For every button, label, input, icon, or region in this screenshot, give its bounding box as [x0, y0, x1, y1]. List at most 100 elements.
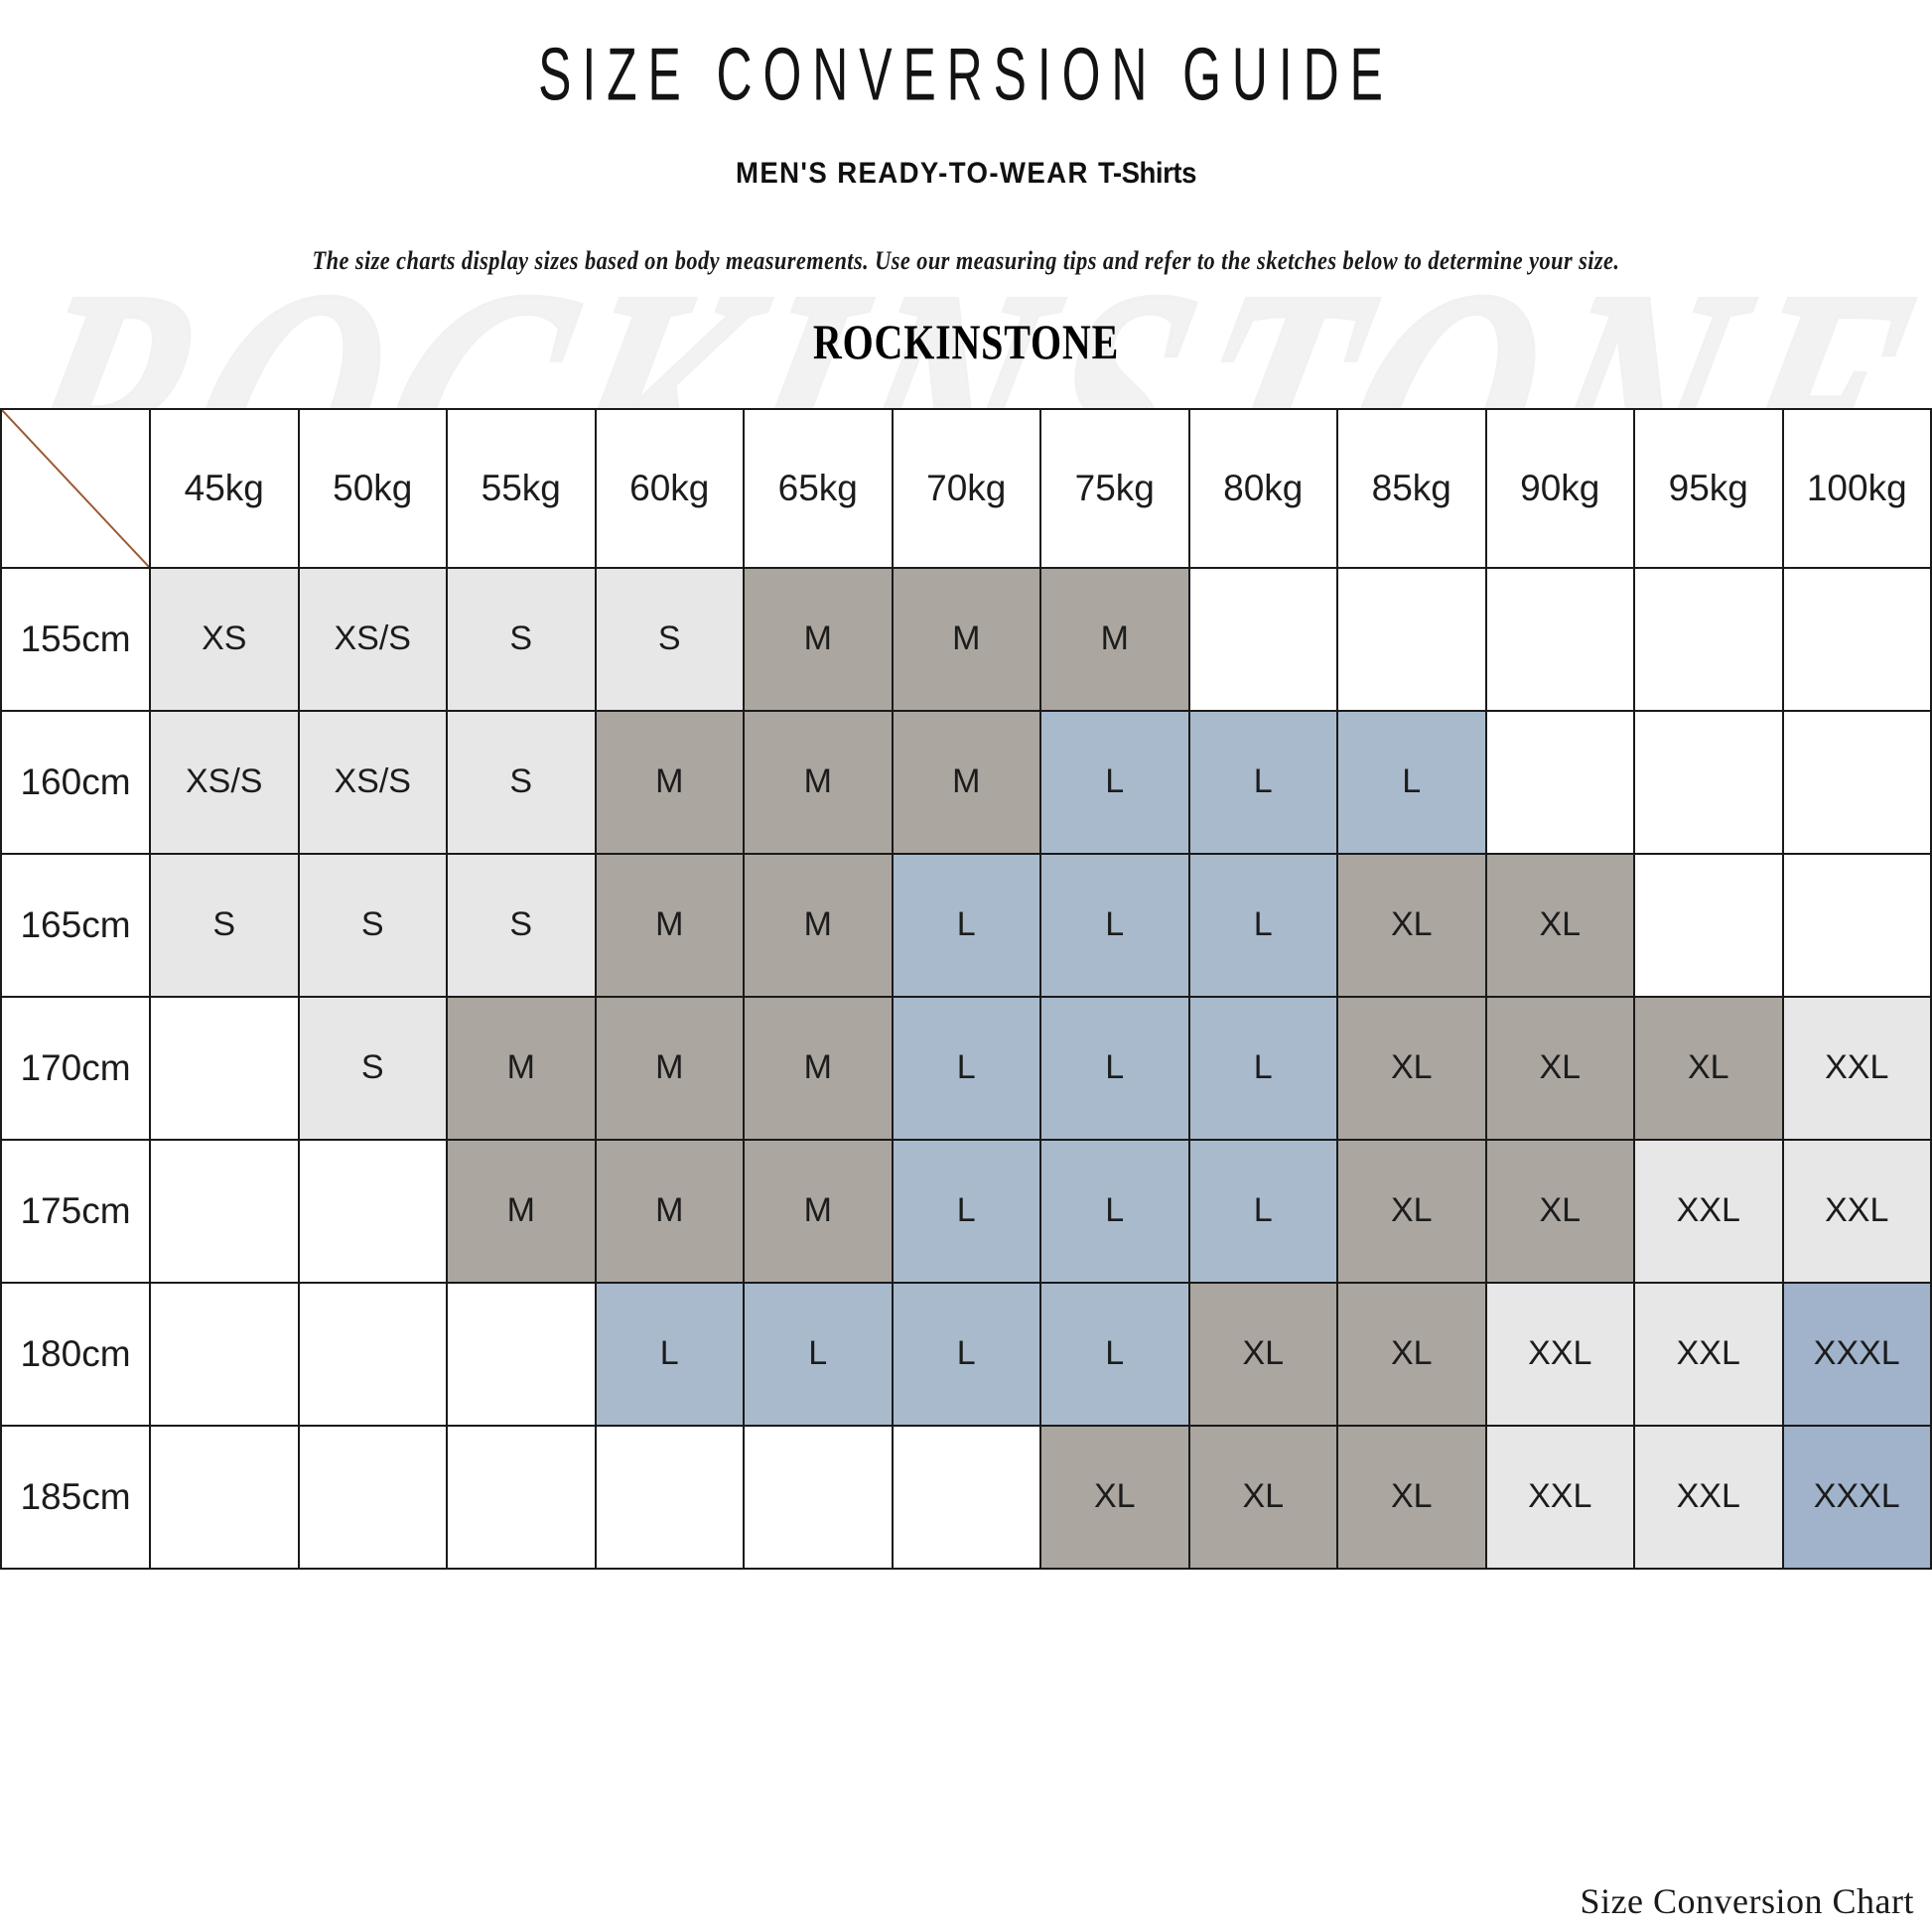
document-header: SIZE CONVERSION GUIDE MEN'S READY-TO-WEA… — [0, 20, 1932, 370]
column-header-weight: 100kg — [1781, 407, 1932, 569]
size-cell: XS/S — [297, 709, 448, 855]
brand-name: ROCKINSTONE — [812, 313, 1120, 369]
size-cell: L — [1039, 709, 1190, 855]
row-header-height: 155cm — [0, 566, 151, 712]
size-cell: XXL — [1484, 1424, 1635, 1570]
size-cell-empty — [149, 1424, 300, 1570]
size-cell-empty — [1484, 566, 1635, 712]
size-cell: XL — [1633, 995, 1784, 1141]
table-row: 165cm S S S M M L L L XL XL — [0, 852, 1932, 998]
size-cell: L — [1187, 1138, 1338, 1284]
size-cell: XL — [1484, 995, 1635, 1141]
size-cell: XS/S — [297, 566, 448, 712]
size-cell: XL — [1336, 1138, 1487, 1284]
size-table-container: 45kg 50kg 55kg 60kg 65kg 70kg 75kg 80kg … — [0, 407, 1932, 1570]
column-header-weight: 70kg — [891, 407, 1041, 569]
row-header-height: 160cm — [0, 709, 151, 855]
size-cell: XXL — [1633, 1424, 1784, 1570]
size-cell: L — [594, 1281, 745, 1427]
size-cell: M — [743, 709, 894, 855]
size-cell: L — [891, 852, 1041, 998]
footer-caption: Size Conversion Chart — [1580, 1881, 1914, 1921]
size-cell: XL — [1336, 1424, 1487, 1570]
size-cell: XL — [1336, 852, 1487, 998]
size-cell: M — [594, 852, 745, 998]
subtitle-category: MEN'S READY-TO-WEAR — [735, 157, 1089, 190]
table-row: 175cm M M M L L L XL XL XXL XXL — [0, 1138, 1932, 1284]
row-header-height: 185cm — [0, 1424, 151, 1570]
size-cell: L — [891, 1281, 1041, 1427]
size-conversion-table: 45kg 50kg 55kg 60kg 65kg 70kg 75kg 80kg … — [0, 407, 1932, 1570]
size-cell: M — [446, 1138, 597, 1284]
size-cell: L — [1187, 852, 1338, 998]
size-cell: XXXL — [1781, 1281, 1932, 1427]
size-cell-empty — [1633, 709, 1784, 855]
size-cell: L — [1039, 995, 1190, 1141]
size-cell: M — [743, 852, 894, 998]
subtitle-product: T-Shirts — [1097, 157, 1197, 190]
size-cell: M — [446, 995, 597, 1141]
size-cell: L — [891, 1138, 1041, 1284]
size-cell-empty — [1781, 566, 1932, 712]
size-cell: XXL — [1484, 1281, 1635, 1427]
size-cell: L — [1039, 1281, 1190, 1427]
size-cell: XL — [1484, 1138, 1635, 1284]
size-cell: S — [297, 852, 448, 998]
size-cell: S — [446, 709, 597, 855]
size-cell: XL — [1336, 995, 1487, 1141]
size-cell: M — [1039, 566, 1190, 712]
column-header-weight: 80kg — [1187, 407, 1338, 569]
column-header-weight: 55kg — [446, 407, 597, 569]
size-cell-empty — [891, 1424, 1041, 1570]
size-cell-empty — [594, 1424, 745, 1570]
size-cell: XL — [1187, 1424, 1338, 1570]
column-header-weight: 85kg — [1336, 407, 1487, 569]
size-cell: XL — [1039, 1424, 1190, 1570]
table-row: 160cm XS/S XS/S S M M M L L L — [0, 709, 1932, 855]
size-cell: L — [891, 995, 1041, 1141]
size-cell-empty — [149, 1281, 300, 1427]
size-cell-empty — [1187, 566, 1338, 712]
size-cell-empty — [297, 1138, 448, 1284]
size-cell-empty — [1633, 566, 1784, 712]
page-subtitle: MEN'S READY-TO-WEAR T-Shirts — [77, 157, 1855, 191]
row-header-height: 180cm — [0, 1281, 151, 1427]
corner-cell-diagonal — [0, 407, 151, 569]
size-cell: M — [743, 566, 894, 712]
size-cell-empty — [1633, 852, 1784, 998]
size-cell: S — [297, 995, 448, 1141]
row-header-height: 170cm — [0, 995, 151, 1141]
column-header-weight: 50kg — [297, 407, 448, 569]
size-cell: S — [446, 566, 597, 712]
size-cell: M — [594, 995, 745, 1141]
size-cell: XL — [1187, 1281, 1338, 1427]
size-cell: L — [1187, 709, 1338, 855]
size-cell: M — [594, 1138, 745, 1284]
table-row: 155cm XS XS/S S S M M M — [0, 566, 1932, 712]
row-header-height: 175cm — [0, 1138, 151, 1284]
size-cell: XXL — [1781, 995, 1932, 1141]
size-cell: M — [594, 709, 745, 855]
page-description: The size charts display sizes based on b… — [312, 246, 1620, 275]
size-cell: XXXL — [1781, 1424, 1932, 1570]
size-cell-empty — [297, 1281, 448, 1427]
size-cell: XXL — [1781, 1138, 1932, 1284]
column-header-weight: 65kg — [743, 407, 894, 569]
row-header-height: 165cm — [0, 852, 151, 998]
size-cell: XS/S — [149, 709, 300, 855]
size-cell: M — [743, 1138, 894, 1284]
size-cell: L — [1336, 709, 1487, 855]
size-cell-empty — [743, 1424, 894, 1570]
column-header-weight: 45kg — [149, 407, 300, 569]
size-cell: L — [1187, 995, 1338, 1141]
table-head: 45kg 50kg 55kg 60kg 65kg 70kg 75kg 80kg … — [0, 407, 1932, 569]
column-header-weight: 95kg — [1633, 407, 1784, 569]
table-row: 180cm L L L L XL XL XXL XXL XXXL — [0, 1281, 1932, 1427]
size-cell-empty — [1336, 566, 1487, 712]
size-cell: XL — [1336, 1281, 1487, 1427]
size-cell: XL — [1484, 852, 1635, 998]
size-cell: L — [1039, 1138, 1190, 1284]
size-cell: M — [743, 995, 894, 1141]
table-row: 170cm S M M M L L L XL XL XL XXL — [0, 995, 1932, 1141]
size-cell-empty — [1484, 709, 1635, 855]
